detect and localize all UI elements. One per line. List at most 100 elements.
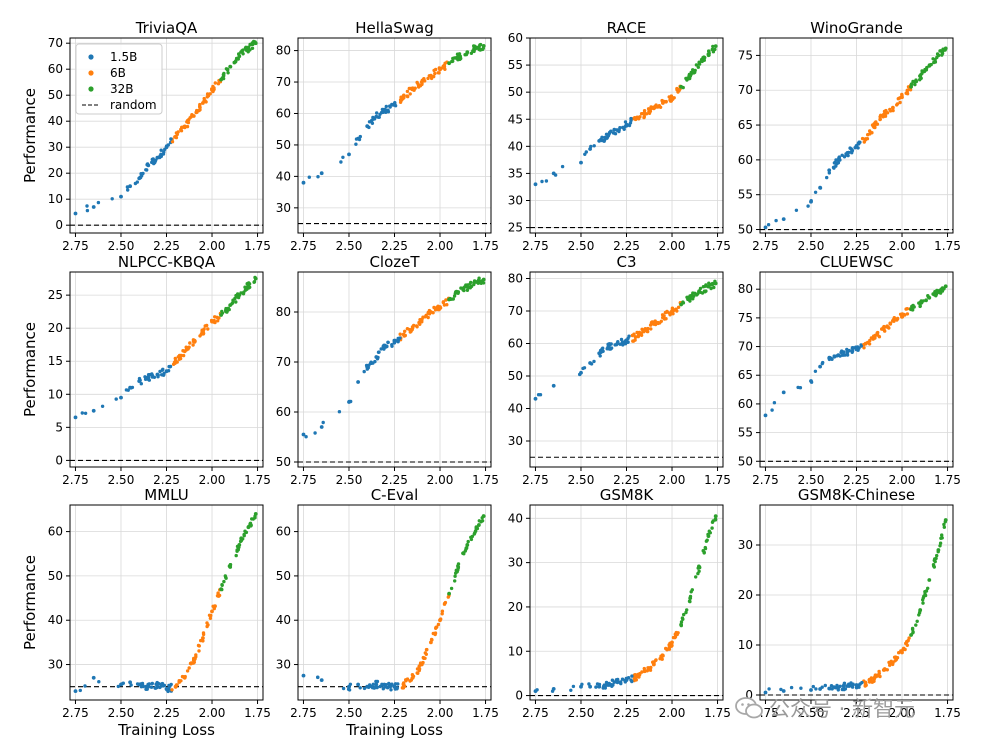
data-point [685,608,689,612]
data-point [892,655,897,659]
panel-mmlu: 2.75 2.50 2.25 2.00 1.75 30 40 50 60 MMLU Performa… [21,486,271,739]
data-point [128,385,133,390]
data-point [633,117,638,122]
data-point [137,379,142,383]
data-point [201,639,205,643]
data-point [453,574,457,578]
data-point [429,637,434,642]
data-point [374,355,379,359]
data-point [198,105,202,110]
data-point [921,601,925,605]
data-point [691,291,695,295]
data-point [73,211,78,216]
y-tick-label: 0 [55,453,63,467]
data-point [938,541,943,545]
data-point [661,101,665,105]
data-point [651,322,656,326]
x-tick-label: 2.75 [62,473,89,487]
y-tick-label: 60 [508,31,523,45]
data-point [371,117,375,121]
x-axis-label: Training Loss [345,721,443,739]
data-point [842,353,846,357]
data-point [409,329,413,333]
data-point [213,81,217,85]
x-tick-label: 2.75 [752,239,779,253]
data-point [85,204,89,208]
data-point [362,686,367,691]
data-point [629,116,633,121]
data-point [371,682,375,686]
data-point [205,323,209,328]
data-point [253,41,258,46]
data-point [885,324,889,328]
y-tick-label: 40 [276,169,291,183]
x-tick-label: 1.75 [244,706,271,720]
data-point [692,71,696,75]
data-point [410,675,415,680]
panel-gsm8k: 2.75 2.50 2.25 2.00 1.75 0 10 20 30 40 GSM8K [508,486,731,720]
data-point [470,534,475,539]
data-point [474,525,479,530]
data-point [619,681,623,686]
data-point [146,163,151,168]
data-point [687,599,692,603]
data-point [375,685,379,690]
y-tick-label: 30 [508,434,523,448]
data-point [304,435,308,439]
x-tick-label: 2.25 [843,473,870,487]
y-tick-label: 0 [55,218,63,232]
data-point [679,622,683,627]
data-point [624,678,629,682]
y-tick-label: 60 [276,405,291,419]
y-tick-label: 20 [508,600,523,614]
data-point [859,344,863,348]
y-tick-label: 50 [508,369,523,383]
data-point [479,279,483,283]
data-point [703,545,707,550]
data-point [337,410,342,414]
data-point [607,342,611,346]
data-point [661,653,665,658]
data-point [177,357,181,361]
data-point [629,678,633,682]
data-point [686,77,691,81]
y-tick-label: 50 [276,569,291,583]
data-point [898,100,902,105]
x-tick-label: 2.25 [381,473,408,487]
y-tick-label: 30 [276,201,291,215]
data-point [347,688,352,692]
data-point [878,674,882,679]
data-point [159,682,163,686]
data-point [389,688,393,692]
data-point [821,360,825,365]
data-point [862,140,866,144]
data-point [605,136,609,140]
data-point [670,640,674,645]
data-point [551,687,556,691]
y-tick-label: 25 [48,288,63,302]
data-point [649,327,653,331]
data-point [654,658,658,663]
data-point [358,686,362,690]
data-point [456,55,461,59]
data-point [588,147,592,151]
data-point [466,539,470,544]
data-point [164,145,169,150]
y-tick-label: 30 [48,658,63,672]
data-point [779,687,783,692]
y-tick-label: 20 [48,166,63,180]
data-point [480,47,485,52]
data-point [246,525,251,530]
data-point [870,131,874,135]
data-point [201,636,205,640]
data-point [432,68,436,73]
data-point [895,318,899,322]
data-point [228,565,233,569]
data-point [237,293,242,297]
data-point [706,52,711,57]
data-point [891,660,895,665]
data-point [356,682,360,687]
data-point [592,144,596,148]
data-point [433,632,437,637]
data-point [670,95,674,100]
